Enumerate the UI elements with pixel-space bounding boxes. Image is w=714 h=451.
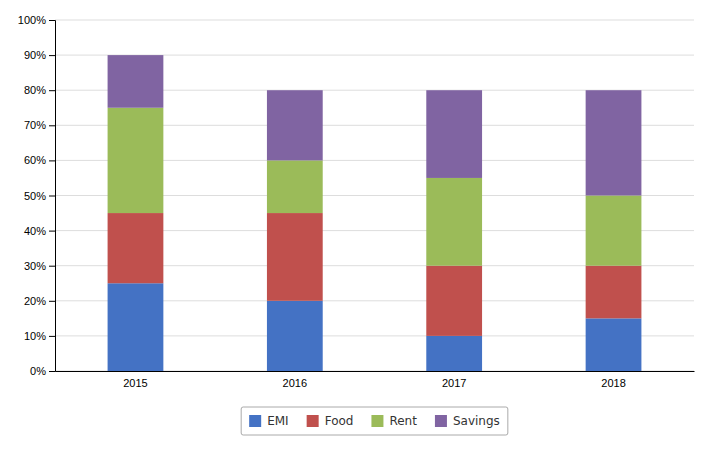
y-tick: 10% (24, 330, 55, 342)
series (108, 55, 642, 195)
y-tick-label: 30% (24, 260, 46, 272)
y-tick-mark (49, 231, 55, 232)
bar (108, 55, 164, 108)
x-tick: 2018 (601, 377, 625, 389)
y-tick: 90% (24, 49, 55, 61)
x-tick: 2017 (442, 377, 466, 389)
legend-frame (241, 407, 508, 435)
series (108, 108, 642, 266)
y-tick-label: 0% (30, 365, 46, 377)
bar (426, 178, 482, 266)
y-tick: 30% (24, 260, 55, 272)
x-tick-label: 2018 (601, 377, 625, 389)
legend-label: Savings (453, 414, 500, 428)
y-axis-line (49, 21, 56, 372)
y-tick-mark (49, 301, 55, 302)
bar (267, 160, 323, 213)
series (108, 213, 642, 336)
plot: 0%10%20%30%40%50%60%70%80%90%100%2015201… (18, 14, 695, 389)
y-tick-label: 60% (24, 154, 46, 166)
y-tick-mark (49, 371, 55, 372)
y-tick-label: 100% (18, 14, 46, 26)
grid (55, 20, 694, 371)
bar (108, 213, 164, 283)
y-tick-mark (49, 336, 55, 337)
bars (108, 55, 642, 371)
legend-label: Rent (389, 414, 417, 428)
bar (426, 336, 482, 371)
bar (586, 196, 642, 266)
x-tick-label: 2017 (442, 377, 466, 389)
y-tick: 100% (18, 14, 55, 26)
y-tick-mark (49, 20, 55, 21)
x-axis: 2015 2016 2017 2018 (56, 372, 695, 389)
x-tick-label: 2015 (123, 377, 147, 389)
legend-swatch (249, 415, 261, 427)
bar (586, 318, 642, 371)
y-tick: 80% (24, 84, 55, 96)
y-tick-label: 70% (24, 119, 46, 131)
bar (586, 266, 642, 319)
y-tick-label: 50% (24, 190, 46, 202)
bar (108, 283, 164, 371)
bar (586, 90, 642, 195)
bar (267, 301, 323, 371)
y-tick-label: 10% (24, 330, 46, 342)
legend-item: Savings (435, 414, 500, 428)
y-tick-label: 90% (24, 49, 46, 61)
y-tick-mark (49, 55, 55, 56)
x-tick-label: 2016 (283, 377, 307, 389)
legend-label: EMI (267, 414, 288, 428)
y-tick: 20% (24, 295, 55, 307)
y-tick-mark (49, 196, 55, 197)
legend: EMI Food Rent Savings (241, 407, 508, 435)
chart: 0%10%20%30%40%50%60%70%80%90%100%2015201… (0, 0, 714, 451)
y-axis: 0% 10% 20% 30% 40% 50% 60% 70% 80% 90% 100% (18, 14, 56, 377)
y-tick-mark (49, 90, 55, 91)
y-tick: 40% (24, 225, 55, 237)
legend-item: EMI (249, 414, 288, 428)
y-tick: 0% (30, 365, 55, 377)
legend-item: Rent (371, 414, 417, 428)
bar (108, 108, 164, 213)
y-tick-mark (49, 160, 55, 161)
x-tick: 2016 (283, 377, 307, 389)
y-tick: 60% (24, 154, 55, 166)
y-tick: 50% (24, 190, 55, 202)
y-tick-mark (49, 266, 55, 267)
x-tick: 2015 (123, 377, 147, 389)
grid-line (55, 20, 694, 21)
legend-item: Food (307, 414, 354, 428)
y-tick-label: 80% (24, 84, 46, 96)
bar (426, 90, 482, 178)
x-axis-line (56, 371, 695, 372)
legend-swatch (435, 415, 447, 427)
bar (267, 213, 323, 301)
series (108, 283, 642, 371)
bar (426, 266, 482, 336)
y-tick-label: 20% (24, 295, 46, 307)
legend-swatch (307, 415, 319, 427)
legend-swatch (371, 415, 383, 427)
legend-label: Food (325, 414, 354, 428)
y-tick-label: 40% (24, 225, 46, 237)
y-tick-mark (49, 125, 55, 126)
bar (267, 90, 323, 160)
y-tick: 70% (24, 119, 55, 131)
